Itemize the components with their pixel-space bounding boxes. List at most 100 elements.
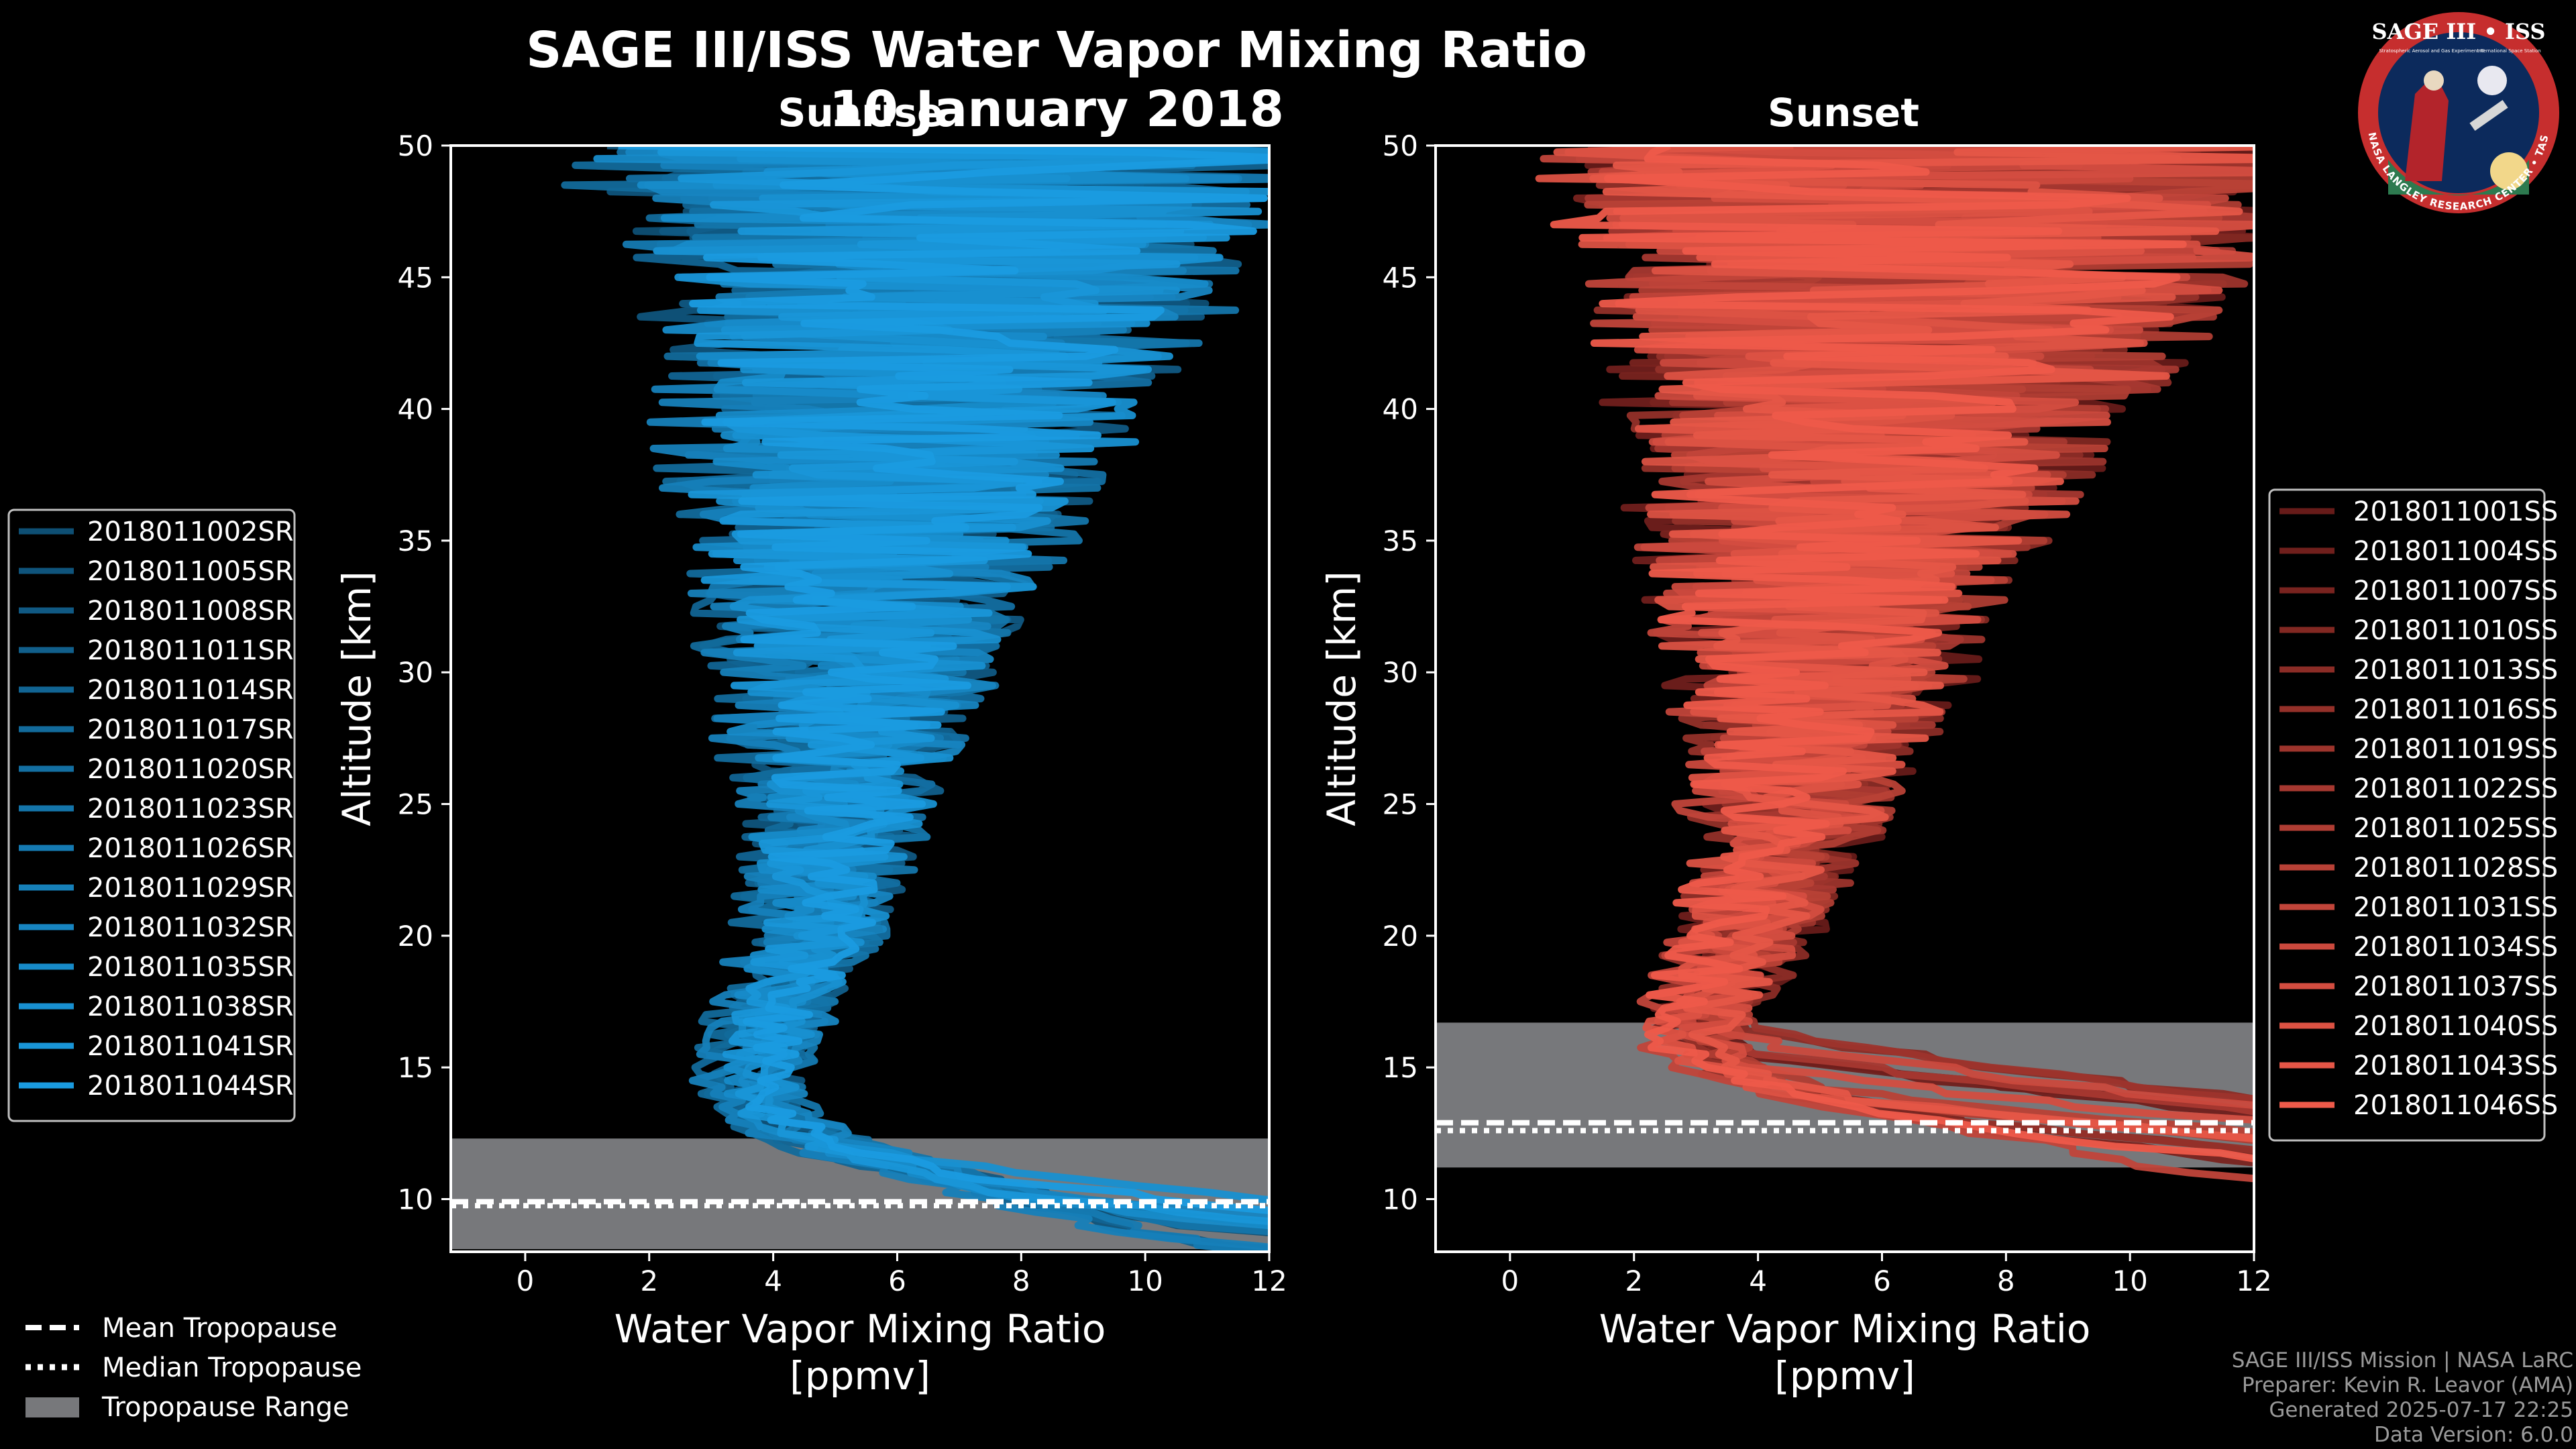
logo-iss-icon xyxy=(2469,100,2508,131)
x-tick-label: 6 xyxy=(888,1265,906,1297)
y-tick-label: 10 xyxy=(398,1183,433,1216)
x-tick-label: 8 xyxy=(1012,1265,1030,1297)
x-axis-label: Water Vapor Mixing Ratio xyxy=(1599,1306,2091,1352)
legend-label-2018011002SR: 2018011002SR xyxy=(87,517,294,547)
legend-frame xyxy=(7,508,296,1122)
y-tick-label: 35 xyxy=(398,525,433,557)
y-axis-label: Altitude [km] xyxy=(334,571,380,826)
legend-label-2018011001SS: 2018011001SS xyxy=(2353,496,2558,527)
x-tick-label: 2 xyxy=(640,1265,658,1297)
legend-label-2018011004SS: 2018011004SS xyxy=(2353,536,2558,567)
tropopause-range-label: Tropopause Range xyxy=(101,1392,350,1423)
legend-label-2018011019SS: 2018011019SS xyxy=(2353,734,2558,765)
logo-moon-icon xyxy=(2477,66,2507,95)
legend-label-2018011028SS: 2018011028SS xyxy=(2353,853,2558,883)
legend-label-2018011032SR: 2018011032SR xyxy=(87,912,294,943)
legend-label-2018011037SS: 2018011037SS xyxy=(2353,971,2558,1002)
y-tick-label: 40 xyxy=(398,393,433,426)
y-tick-label: 50 xyxy=(1383,129,1418,162)
profile-line-2018011046SS xyxy=(1550,146,2254,1163)
mean-tropopause-label: Mean Tropopause xyxy=(102,1313,337,1344)
logo-sun-icon xyxy=(2490,152,2528,190)
tropopause-range-swatch xyxy=(25,1397,79,1417)
x-tick-label: 2 xyxy=(1625,1265,1643,1297)
legend-label-2018011013SS: 2018011013SS xyxy=(2353,655,2558,686)
sunset-plot: 0 2 4 6 8 10 12 10 15 20 25 30 35 40 45 50 Water Vapor M… xyxy=(1319,129,2272,1399)
legend-label-2018011011SR: 2018011011SR xyxy=(87,635,294,666)
y-tick-label: 10 xyxy=(1383,1183,1418,1216)
legend-label-2018011008SR: 2018011008SR xyxy=(87,596,294,627)
legend-label-2018011040SS: 2018011040SS xyxy=(2353,1011,2558,1042)
x-axis-unit-label: [ppmv] xyxy=(790,1353,930,1399)
median-tropopause-label: Median Tropopause xyxy=(102,1352,362,1383)
profile-lines xyxy=(1535,146,2254,1183)
y-tick-label: 25 xyxy=(398,788,433,821)
x-tick-label: 0 xyxy=(517,1265,535,1297)
y-tick-label: 20 xyxy=(398,920,433,953)
x-tick-label: 4 xyxy=(764,1265,782,1297)
plot-frame xyxy=(1434,144,2255,1253)
y-tick-label: 40 xyxy=(1383,393,1418,426)
logo-earth-arc xyxy=(2388,160,2529,196)
x-axis-unit-label: [ppmv] xyxy=(1774,1353,1915,1399)
legend-label-2018011041SR: 2018011041SR xyxy=(87,1031,294,1062)
x-tick-label: 6 xyxy=(1873,1265,1891,1297)
sunrise-legend: 2018011002SR 2018011005SR 2018011008SR 2018… xyxy=(7,508,296,1122)
logo-wizard-figure xyxy=(2405,74,2449,181)
legend-label-2018011007SS: 2018011007SS xyxy=(2353,576,2558,606)
x-tick-label: 8 xyxy=(1997,1265,2015,1297)
sunrise-panel-title: Sunrise xyxy=(778,90,944,136)
x-tick-label: 12 xyxy=(1251,1265,1287,1297)
figure-date: 10 January 2018 xyxy=(829,80,1284,138)
y-tick-label: 30 xyxy=(1383,656,1418,689)
legend-label-2018011022SS: 2018011022SS xyxy=(2353,773,2558,804)
y-tick-label: 50 xyxy=(398,129,433,162)
legend-label-2018011035SR: 2018011035SR xyxy=(87,952,294,983)
sunrise-plot: 0 2 4 6 8 10 12 10 15 20 25 30 35 40 45 50 Water Vapor M… xyxy=(334,129,1287,1399)
x-tick-label: 0 xyxy=(1501,1265,1519,1297)
legend-label-2018011014SR: 2018011014SR xyxy=(87,675,294,706)
y-tick-label: 15 xyxy=(398,1051,433,1084)
tropopause-legend: Mean Tropopause Median Tropopause Tropop… xyxy=(25,1313,362,1423)
logo-sub-text-left: Stratospheric Aerosol and Gas Experiment… xyxy=(2379,48,2484,54)
y-tick-label: 35 xyxy=(1383,525,1418,557)
credit-generated: Generated 2025-07-17 22:25 xyxy=(2269,1398,2573,1422)
legend-label-2018011016SS: 2018011016SS xyxy=(2353,694,2558,725)
y-tick-label: 45 xyxy=(1383,261,1418,294)
sunset-panel-title: Sunset xyxy=(1768,90,1919,136)
x-tick-label: 10 xyxy=(1127,1265,1163,1297)
x-tick-label: 4 xyxy=(1749,1265,1767,1297)
logo-top-text: SAGE III • ISS xyxy=(2372,19,2546,44)
legend-label-2018011043SS: 2018011043SS xyxy=(2353,1051,2558,1081)
legend-label-2018011046SS: 2018011046SS xyxy=(2353,1090,2558,1121)
legend-label-2018011023SR: 2018011023SR xyxy=(87,794,294,824)
x-tick-label: 10 xyxy=(2112,1265,2147,1297)
y-tick-label: 45 xyxy=(398,261,433,294)
profile-line-2018011044SR xyxy=(618,146,1269,1214)
legend-label-2018011005SR: 2018011005SR xyxy=(87,556,294,587)
credit-preparer: Preparer: Kevin R. Leavor (AMA) xyxy=(2242,1373,2573,1397)
logo-sub-text-right: International Space Station xyxy=(2477,48,2540,54)
y-tick-label: 25 xyxy=(1383,788,1418,821)
y-tick-label: 15 xyxy=(1383,1051,1418,1084)
plot-frame xyxy=(449,144,1271,1253)
x-tick-label: 12 xyxy=(2236,1265,2271,1297)
sunset-legend: 2018011001SS 2018011004SS 2018011007SS 2018… xyxy=(2268,488,2558,1142)
y-axis-label: Altitude [km] xyxy=(1319,571,1364,826)
figure-title: SAGE III/ISS Water Vapor Mixing Ratio xyxy=(526,21,1587,79)
legend-label-2018011020SR: 2018011020SR xyxy=(87,754,294,785)
y-tick-label: 30 xyxy=(398,656,433,689)
legend-label-2018011026SR: 2018011026SR xyxy=(87,833,294,864)
legend-label-2018011025SS: 2018011025SS xyxy=(2353,813,2558,844)
legend-label-2018011017SR: 2018011017SR xyxy=(87,714,294,745)
profile-line-2018011038SR xyxy=(653,146,1269,1204)
legend-label-2018011010SS: 2018011010SS xyxy=(2353,615,2558,646)
legend-label-2018011031SS: 2018011031SS xyxy=(2353,892,2558,923)
credits: SAGE III/ISS Mission | NASA LaRC Prepare… xyxy=(2232,1348,2573,1447)
legend-label-2018011029SR: 2018011029SR xyxy=(87,873,294,904)
legend-frame xyxy=(2268,488,2546,1142)
profile-lines xyxy=(561,146,1269,1252)
x-axis-label: Water Vapor Mixing Ratio xyxy=(614,1306,1106,1352)
credit-mission: SAGE III/ISS Mission | NASA LaRC xyxy=(2232,1348,2573,1373)
